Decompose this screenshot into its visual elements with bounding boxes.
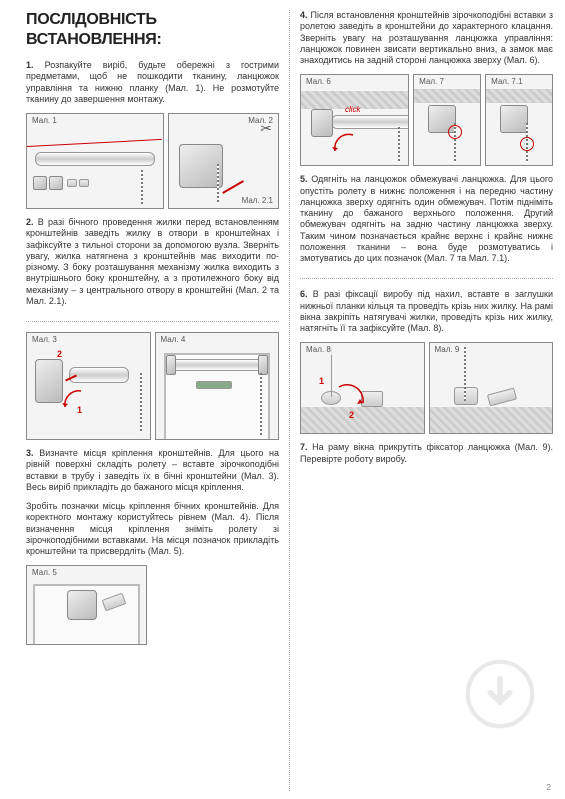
step-3a: 3. Визначте місця кріплення кронштейнів.… bbox=[26, 448, 279, 493]
step-3b: Зробіть позначки місць кріплення бічних … bbox=[26, 501, 279, 557]
step-3b-text: Зробіть позначки місць кріплення бічних … bbox=[26, 501, 279, 556]
step-1-text: Розпакуйте виріб, будьте обережні з гост… bbox=[26, 60, 279, 104]
step-4: 4. Після встановлення кронштейнів зірочк… bbox=[300, 10, 553, 66]
figure-21-label: Мал. 2.1 bbox=[240, 196, 275, 206]
step-7-text: На раму вікна прикрутіть фіксатор ланцюж… bbox=[300, 442, 553, 463]
right-column: 4. Після встановлення кронштейнів зірочк… bbox=[290, 10, 553, 791]
step-1: 1. Розпакуйте виріб, будьте обережні з г… bbox=[26, 60, 279, 105]
figure-7: Мал. 7 bbox=[413, 74, 481, 166]
figure-4: Мал. 4 bbox=[155, 332, 280, 440]
figure-7-label: Мал. 7 bbox=[417, 77, 446, 87]
step-5: 5. Одягніть на ланцюжок обмежувачі ланцю… bbox=[300, 174, 553, 264]
figure-6: Мал. 6 click bbox=[300, 74, 409, 166]
figure-5-label: Мал. 5 bbox=[30, 568, 59, 578]
figure-4-label: Мал. 4 bbox=[159, 335, 188, 345]
step-7: 7. На раму вікна прикрутіть фіксатор лан… bbox=[300, 442, 553, 465]
figure-2: Мал. 2 ✂ Мал. 2.1 bbox=[168, 113, 279, 209]
page-number: 2 bbox=[547, 783, 551, 793]
figure-9-label: Мал. 9 bbox=[433, 345, 462, 355]
step-2: 2. В разі бічного проведення жилки перед… bbox=[26, 217, 279, 307]
figure-2-label: Мал. 2 bbox=[246, 116, 275, 126]
figure-8: Мал. 8 1 2 bbox=[300, 342, 425, 434]
annot-8-1: 1 bbox=[319, 376, 324, 387]
figure-6-label: Мал. 6 bbox=[304, 77, 333, 87]
page-title: ПОСЛІДОВНІСТЬ ВСТАНОВЛЕННЯ: bbox=[26, 10, 279, 50]
figure-1-label: Мал. 1 bbox=[30, 116, 59, 126]
figure-3-label: Мал. 3 bbox=[30, 335, 59, 345]
step-4-text: Після встановлення кронштейнів зірочкопо… bbox=[300, 10, 553, 65]
figure-7-1: Мал. 7.1 bbox=[485, 74, 553, 166]
figure-9: Мал. 9 bbox=[429, 342, 554, 434]
figure-1: Мал. 1 bbox=[26, 113, 164, 209]
step-3a-text: Визначте місця кріплення кронштейнів. Дл… bbox=[26, 448, 279, 492]
figure-3: Мал. 3 1 2 bbox=[26, 332, 151, 440]
step-6: 6. В разі фіксації виробу під нахил, вст… bbox=[300, 289, 553, 334]
figure-8-label: Мал. 8 bbox=[304, 345, 333, 355]
step-5-text: Одягніть на ланцюжок обмежувачі ланцюжка… bbox=[300, 174, 553, 263]
left-column: ПОСЛІДОВНІСТЬ ВСТАНОВЛЕННЯ: 1. Розпакуйт… bbox=[26, 10, 290, 791]
step-6-text: В разі фіксації виробу під нахил, вставт… bbox=[300, 289, 553, 333]
click-label: click bbox=[345, 105, 361, 115]
annot-2: 2 bbox=[57, 349, 62, 360]
figure-5: Мал. 5 bbox=[26, 565, 147, 645]
step-2-text: В разі бічного проведення жилки перед вс… bbox=[26, 217, 279, 306]
figure-71-label: Мал. 7.1 bbox=[489, 77, 524, 87]
